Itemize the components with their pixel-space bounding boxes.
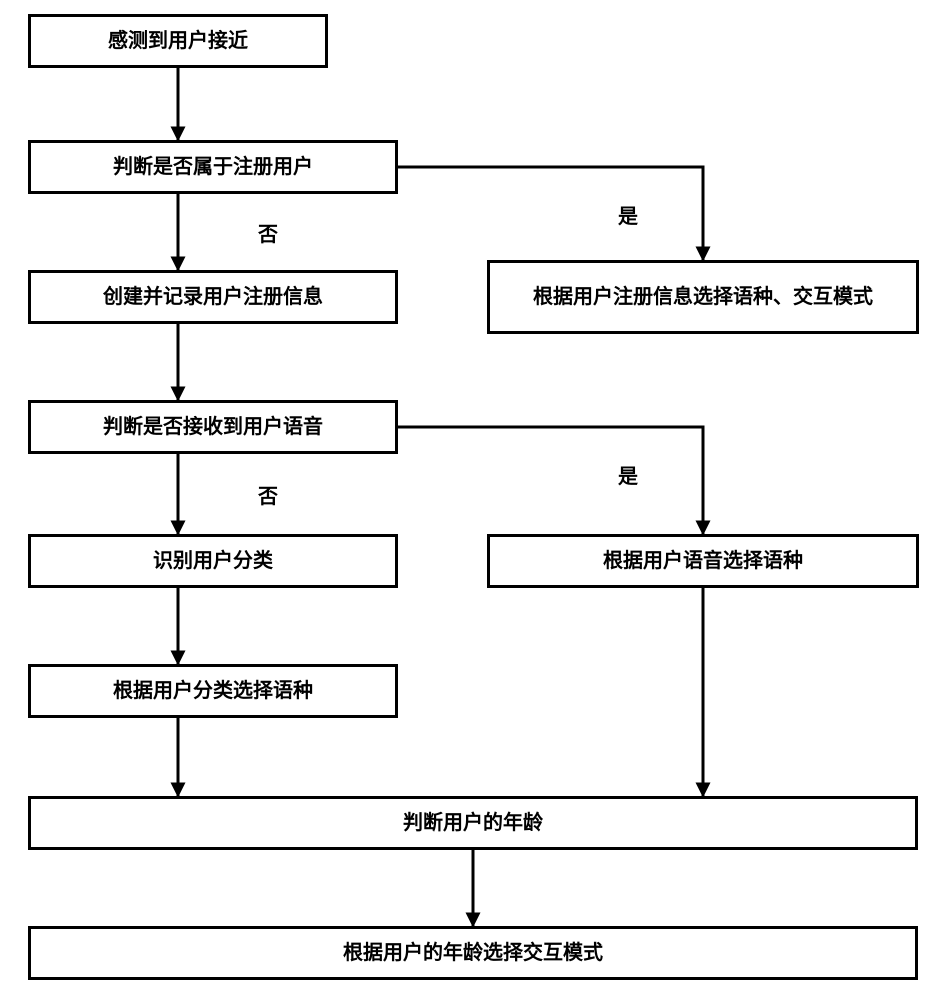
flowchart-node-n4: 根据用户注册信息选择语种、交互模式 — [487, 260, 919, 334]
edge-label: 是 — [618, 460, 638, 489]
flowchart-edge — [398, 167, 703, 260]
edge-label: 否 — [258, 480, 278, 509]
flowchart-node-n10: 根据用户的年龄选择交互模式 — [28, 926, 918, 980]
flowchart-node-n6: 识别用户分类 — [28, 534, 398, 588]
flowchart-node-n1: 感测到用户接近 — [28, 14, 328, 68]
flowchart-node-n7: 根据用户语音选择语种 — [487, 534, 919, 588]
edge-label: 否 — [258, 218, 278, 247]
flowchart-canvas: 感测到用户接近判断是否属于注册用户创建并记录用户注册信息 根据用户注册信息选择语种… — [0, 0, 945, 998]
flowchart-node-n3: 创建并记录用户注册信息 — [28, 270, 398, 324]
flowchart-node-n9: 判断用户的年龄 — [28, 796, 918, 850]
edge-label: 是 — [618, 200, 638, 229]
flowchart-node-n5: 判断是否接收到用户语音 — [28, 400, 398, 454]
flowchart-node-n8: 根据用户分类选择语种 — [28, 664, 398, 718]
flowchart-edge — [398, 427, 703, 534]
flowchart-node-n2: 判断是否属于注册用户 — [28, 140, 398, 194]
